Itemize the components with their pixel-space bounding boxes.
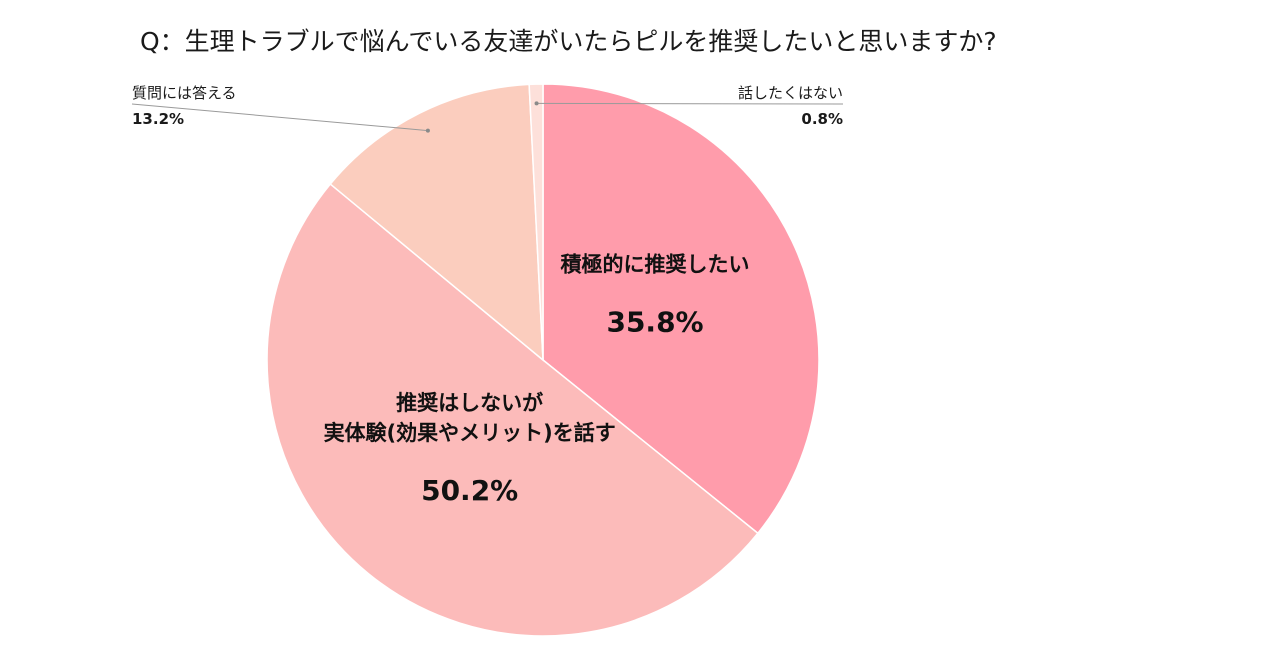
leader-line-4 bbox=[536, 102, 844, 105]
outside-value-3: 13.2% bbox=[132, 110, 184, 128]
leader-dot-4 bbox=[534, 101, 539, 106]
slice-label-2-line-1: 推奨はしないが bbox=[396, 391, 543, 415]
slice-label-1-line-1: 積極的に推奨したい bbox=[561, 252, 750, 276]
pie-slice-2 bbox=[266, 183, 759, 637]
pie-slices bbox=[266, 83, 820, 637]
chart-title: Q：生理トラブルで悩んでいる友達がいたらピルを推奨したいと思いますか? bbox=[140, 27, 997, 56]
slice-value-2: 50.2% bbox=[421, 474, 518, 507]
leader-dot-3 bbox=[425, 128, 430, 133]
leader-line-3 bbox=[131, 103, 428, 132]
outside-label-3: 質問には答える bbox=[132, 84, 237, 102]
outside-value-4: 0.8% bbox=[801, 110, 843, 128]
pie-slice-4 bbox=[528, 83, 544, 361]
slice-value-1: 35.8% bbox=[606, 305, 703, 338]
pie-slice-3 bbox=[329, 83, 544, 362]
pie-slice-1 bbox=[542, 83, 820, 535]
slice-label-2-line-2: 実体験(効果やメリット)を話す bbox=[324, 421, 616, 445]
outside-label-4: 話したくはない bbox=[738, 84, 843, 102]
